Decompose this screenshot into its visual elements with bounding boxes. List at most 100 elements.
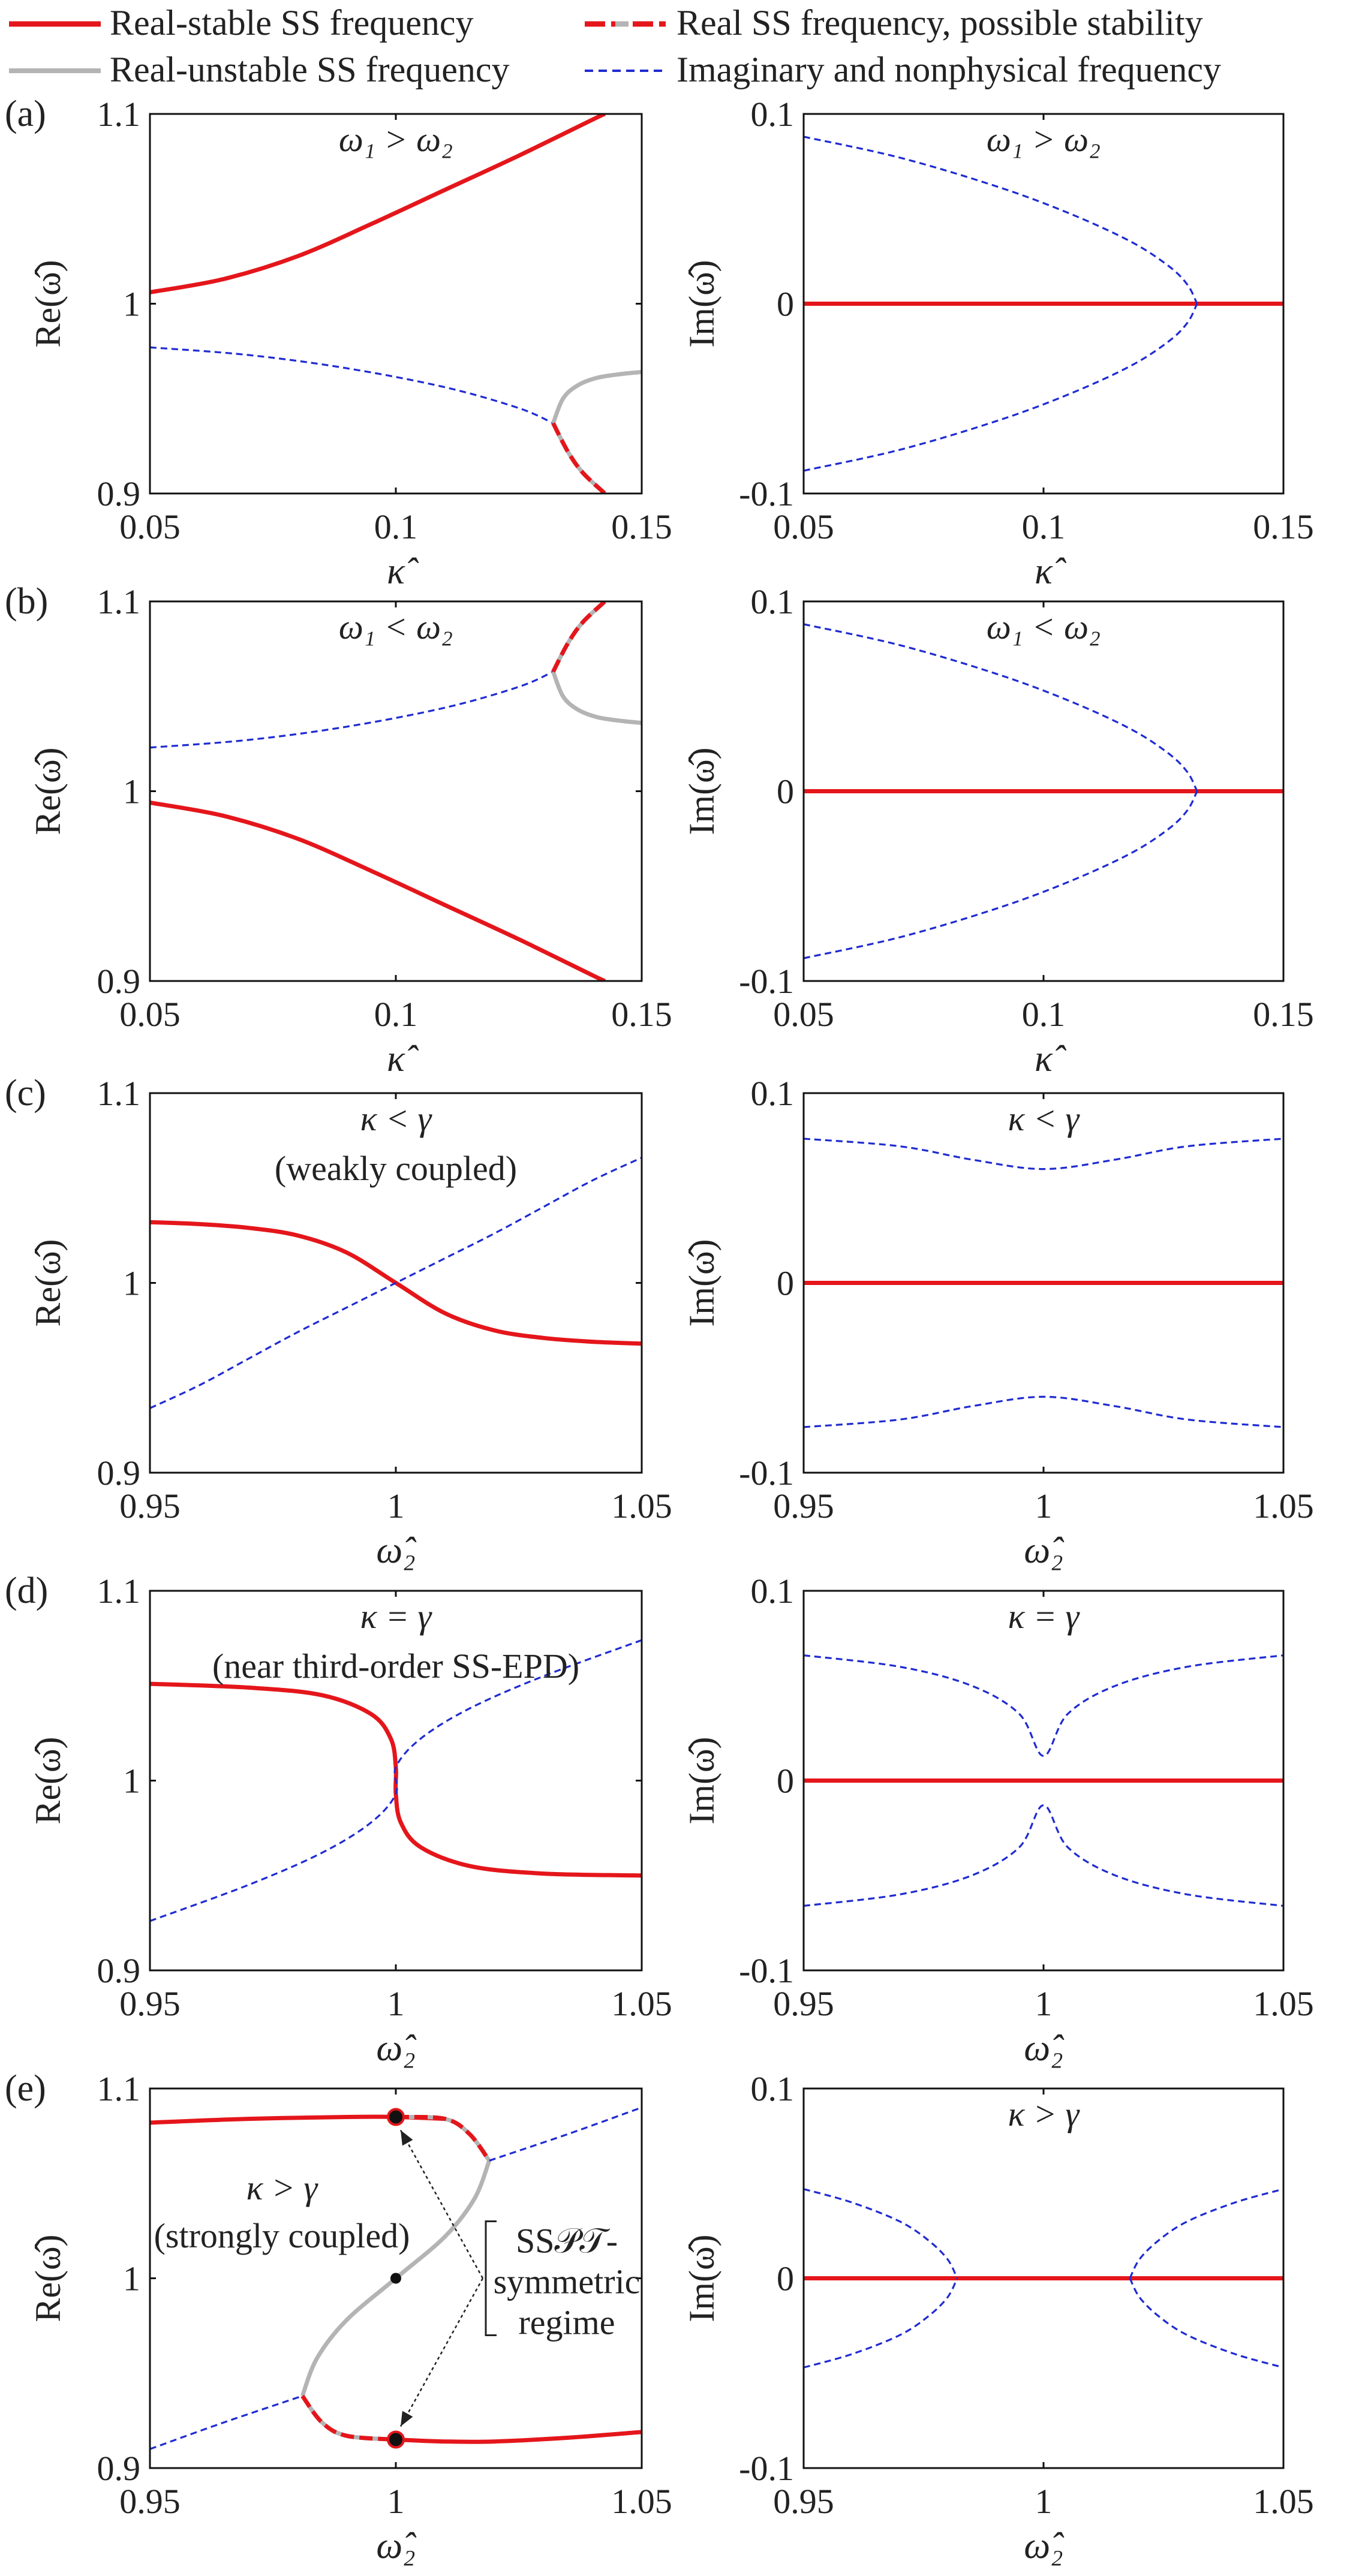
- series-imag: [150, 1157, 642, 1409]
- annotation-title: ω₁ > ω₂: [987, 120, 1101, 159]
- y-tick-label: 1.1: [97, 2069, 141, 2108]
- chart-c-im: 0.95 1 1.05 -0.1 0 0.1 Im(ω̂) ω̂₂ κ < γ: [682, 1074, 1314, 1571]
- y-tick-label: 0.9: [97, 2449, 141, 2488]
- x-tick-label: 0.05: [773, 507, 834, 546]
- x-tick-label: 0.95: [773, 1486, 834, 1525]
- series-possible-overlay: [551, 422, 606, 493]
- series-possible-overlay: [300, 2394, 396, 2442]
- point-marker: [387, 2430, 405, 2449]
- series-imag: [804, 1395, 1283, 1428]
- panel-label: (c): [5, 1073, 46, 1114]
- x-axis-label: κ̂: [1035, 551, 1067, 592]
- y-axis-label: Re(ω̂): [28, 747, 68, 835]
- plot-area: [804, 2188, 1283, 2369]
- annotation-subtitle: (strongly coupled): [154, 2216, 410, 2255]
- y-tick-label: 0.1: [751, 95, 795, 134]
- chart-e-re: 0.95 1 1.05 0.9 1 1.1 Re(ω̂) ω̂₂ (e) κ > γ (strong…: [5, 2068, 672, 2566]
- series-stable: [150, 801, 606, 981]
- series-imag: [150, 670, 554, 749]
- regime-bracket: [485, 2220, 497, 2336]
- plot-frame: [149, 2087, 643, 2469]
- plot-frame: [802, 1092, 1285, 1474]
- x-tick-label: 0.95: [773, 1984, 834, 2023]
- x-tick-label: 0.05: [773, 995, 834, 1034]
- series-unstable: [551, 369, 642, 425]
- x-tick-label: 0.15: [611, 507, 672, 546]
- point-marker: [387, 2108, 405, 2126]
- y-tick-label: 1.1: [97, 582, 141, 621]
- plot-area: [804, 1654, 1283, 1907]
- x-tick-label: 0.05: [119, 995, 181, 1034]
- x-tick-label: 0.95: [119, 1984, 181, 2023]
- x-axis-label: κ̂: [1035, 1039, 1067, 1079]
- y-tick-label: 1: [123, 285, 140, 324]
- legend-unstable-label: Real-unstable SS frequency: [110, 50, 509, 89]
- annotation-title: κ = γ: [360, 1597, 433, 1636]
- annotation-title: κ < γ: [360, 1099, 433, 1138]
- series-possible: [551, 601, 606, 673]
- series-imag: [1129, 2188, 1283, 2279]
- x-tick-label: 1.05: [1253, 2482, 1314, 2521]
- y-tick-label: 0: [777, 2259, 794, 2298]
- chart-a-im: 0.05 0.1 0.15 -0.1 0 0.1 Im(ω̂) κ̂ ω₁ > ω₂: [682, 95, 1314, 592]
- y-axis-label: Re(ω̂): [28, 260, 68, 347]
- y-tick-label: 1.1: [97, 1572, 141, 1611]
- series-imag: [804, 136, 1198, 305]
- series-imag: [489, 2106, 642, 2162]
- series-imag: [804, 1804, 1283, 1907]
- regime-label: regime: [518, 2303, 615, 2342]
- y-tick-label: 0.1: [751, 1572, 795, 1611]
- series-stable: [150, 114, 606, 294]
- x-axis-label: κ̂: [387, 1039, 419, 1079]
- annotation-title: κ = γ: [1008, 1597, 1081, 1636]
- y-axis-label: Im(ω̂): [682, 1737, 721, 1824]
- y-tick-label: 0.1: [751, 2069, 795, 2108]
- x-axis-label: ω̂₂: [1024, 1530, 1065, 1571]
- chart-e-im: 0.95 1 1.05 -0.1 0 0.1 Im(ω̂) ω̂₂ κ > γ: [682, 2069, 1314, 2566]
- plot-frame: [149, 113, 643, 495]
- plot-frame: [149, 600, 643, 982]
- x-tick-label: 0.95: [119, 1486, 181, 1525]
- x-tick-label: 1.05: [611, 1486, 672, 1525]
- legend: Real-stable SS frequency Real SS frequen…: [9, 3, 1221, 89]
- series-imag: [150, 346, 554, 425]
- x-tick-label: 1: [387, 2482, 405, 2521]
- annotation-title: ω₁ < ω₂: [339, 607, 453, 646]
- series-imag: [804, 1137, 1283, 1170]
- plot-frame: [802, 600, 1285, 982]
- x-tick-label: 1: [387, 1984, 405, 2023]
- series-imag: [804, 1654, 1283, 1757]
- series-imag: [804, 2188, 958, 2279]
- panel-label: (a): [5, 94, 46, 134]
- regime-label: SS𝒫𝒯-: [516, 2222, 618, 2261]
- y-axis-label: Re(ω̂): [28, 1737, 68, 1824]
- y-tick-label: 1: [123, 1762, 140, 1801]
- series-possible: [551, 422, 606, 493]
- x-tick-label: 0.15: [1253, 995, 1314, 1034]
- x-tick-label: 1: [1035, 1486, 1053, 1525]
- y-tick-label: 0: [777, 772, 794, 811]
- y-tick-label: 0.9: [97, 1951, 141, 1990]
- annotation-title: ω₁ > ω₂: [339, 120, 453, 159]
- plot-area: [150, 1639, 642, 1922]
- series-imag: [150, 1639, 642, 1922]
- y-tick-label: 0.1: [751, 582, 795, 621]
- x-tick-label: 0.05: [119, 507, 181, 546]
- series-imag: [1129, 2277, 1283, 2369]
- regime-label: symmetric: [494, 2262, 641, 2301]
- annotation-title: κ > γ: [246, 2168, 319, 2207]
- plot-area: [150, 114, 642, 493]
- regime-arrowhead: [401, 2411, 413, 2427]
- y-axis-label: Im(ω̂): [682, 747, 721, 835]
- x-tick-label: 1.05: [1253, 1486, 1314, 1525]
- series-possible-overlay: [551, 601, 606, 673]
- regime-arrowhead: [401, 2130, 413, 2146]
- y-tick-label: 1: [123, 1264, 140, 1303]
- series-unstable: [551, 670, 642, 726]
- chart-c-re: 0.95 1 1.05 0.9 1 1.1 Re(ω̂) ω̂₂ (c) κ < γ (weakly…: [5, 1073, 672, 1571]
- y-axis-label: Re(ω̂): [28, 2234, 68, 2322]
- y-tick-label: -0.1: [739, 1951, 794, 1990]
- x-tick-label: 0.1: [374, 507, 418, 546]
- y-tick-label: 0.9: [97, 962, 141, 1001]
